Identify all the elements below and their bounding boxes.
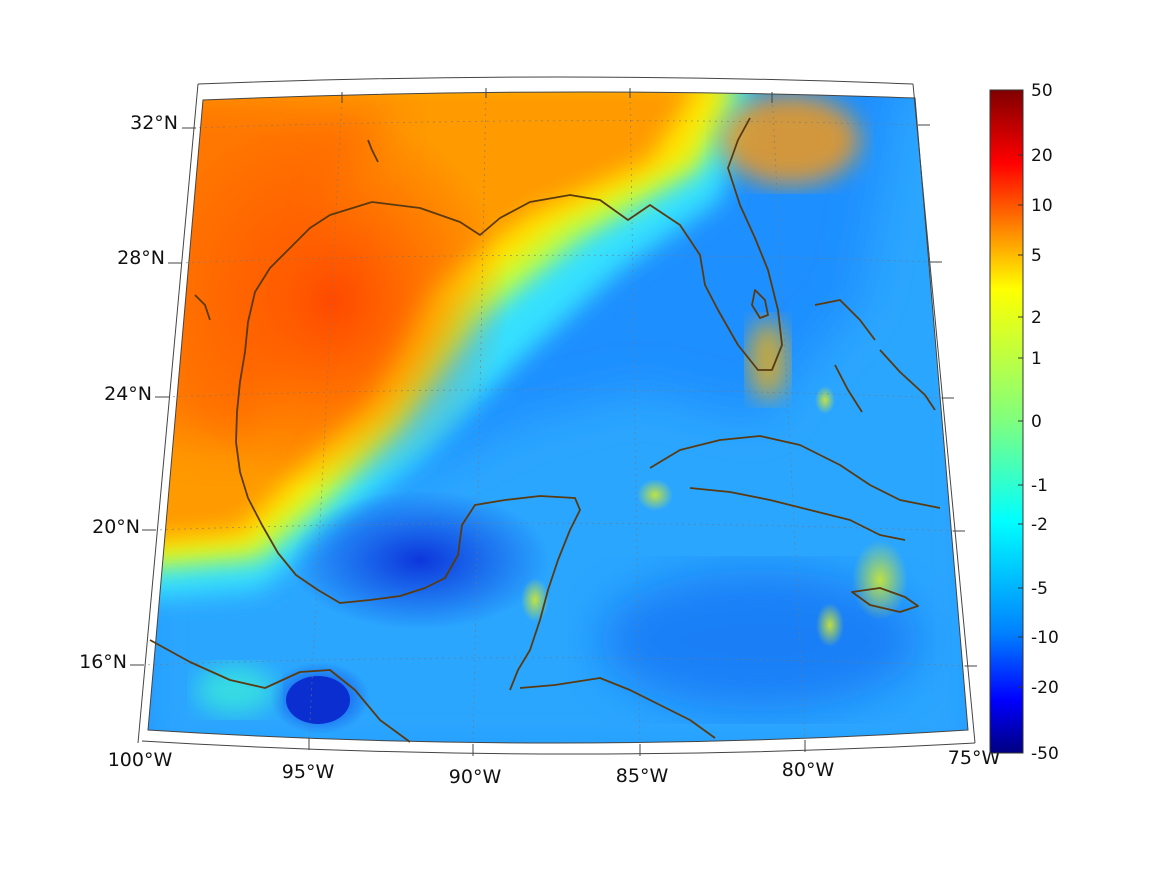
frame-ticks: [130, 88, 977, 756]
lon-tick-label: 90°W: [449, 766, 502, 788]
map-frame: [137, 76, 976, 755]
colorbar-label: -50: [1031, 744, 1059, 764]
colorbar-label: 50: [1031, 81, 1053, 101]
lat-tick-label: 20°N: [92, 516, 140, 538]
data-field: [148, 91, 968, 743]
lat-tick-label: 24°N: [104, 383, 152, 405]
lon-tick-label: 85°W: [616, 765, 669, 787]
lon-tick-labels: 100°W 95°W 90°W 85°W 80°W 75°W: [108, 747, 1001, 788]
colorbar-label: 2: [1031, 308, 1042, 328]
lat-tick-label: 32°N: [130, 112, 178, 134]
lon-tick-label: 75°W: [948, 747, 1001, 769]
lon-tick-label: 100°W: [108, 749, 173, 771]
lon-tick-label: 95°W: [282, 761, 335, 783]
colorbar-label: 20: [1031, 146, 1053, 166]
colorbar-label: -10: [1031, 628, 1059, 648]
colorbar-label: 0: [1031, 412, 1042, 432]
colorbar-label: -2: [1031, 515, 1048, 535]
colorbar-label: -20: [1031, 678, 1059, 698]
lon-tick-label: 80°W: [782, 759, 835, 781]
colorbar: 50 20 10 5 2 1 0 -1 -2 -5 -10 -20 -50: [989, 81, 1059, 764]
lat-tick-label: 16°N: [79, 651, 127, 673]
lat-tick-label: 28°N: [117, 247, 165, 269]
colorbar-label: 5: [1031, 246, 1042, 266]
colorbar-label: 10: [1031, 196, 1053, 216]
colorbar-label: 1: [1031, 349, 1042, 369]
colorbar-label: -5: [1031, 579, 1048, 599]
colorbar-gradient: [989, 89, 1024, 754]
lat-tick-labels: 32°N 28°N 24°N 20°N 16°N: [79, 112, 178, 673]
graticule: [141, 89, 968, 749]
colorbar-label: -1: [1031, 476, 1048, 496]
coastlines: [149, 117, 941, 743]
